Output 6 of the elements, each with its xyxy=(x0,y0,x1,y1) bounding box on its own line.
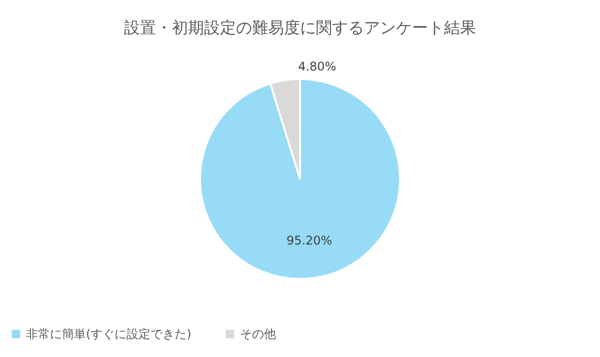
pie-slice xyxy=(199,78,401,280)
legend-label: その他 xyxy=(240,327,276,341)
legend-label: 非常に簡単(すぐに設定できた) xyxy=(26,327,192,341)
data-label: 95.20% xyxy=(286,233,332,248)
data-label: 4.80% xyxy=(298,59,336,74)
chart-title: 設置・初期設定の難易度に関するアンケート結果 xyxy=(124,18,476,37)
